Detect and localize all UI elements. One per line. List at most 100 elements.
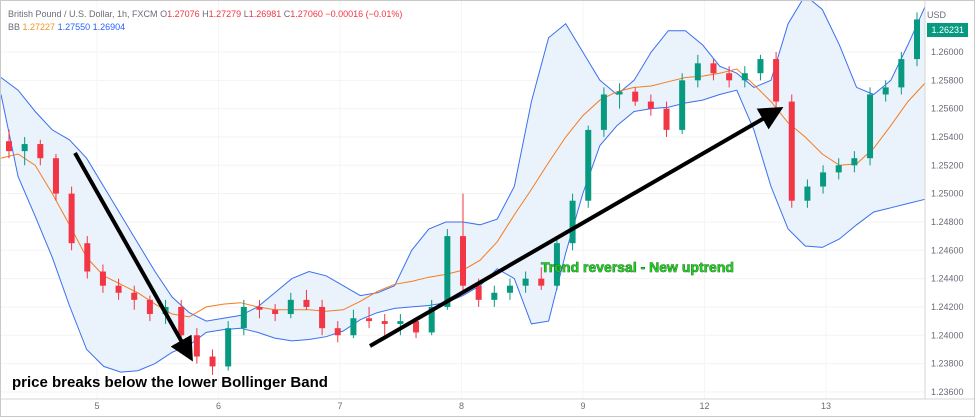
candle-body [726,73,733,81]
time-tick-label: 13 [821,401,831,411]
candle-body [287,299,294,315]
candle-body [898,59,905,88]
candle-body [616,91,623,95]
breakdown-arrow [73,152,193,362]
time-tick-label: 7 [337,401,342,411]
close-value: 1.27060 [290,9,323,19]
uptrend-arrow [368,106,784,348]
candle-body [381,321,388,324]
candle-body [37,144,44,159]
lower-band-line [1,89,926,373]
price-tick-label: 1.25000 [931,189,964,199]
candle-body [867,94,874,159]
price-tick-label: 1.25600 [931,104,964,114]
candle-body [553,243,560,286]
bb-label: BB [8,22,21,32]
bb-basis-value: 1.27227 [22,22,56,32]
candle-body [99,271,106,286]
candle-body [569,200,576,244]
candle-body [914,19,920,60]
candle-body [506,285,513,293]
symbol-name: British Pound / U.S. Dollar, 1h, FXCM [8,9,158,19]
trend-arrows [73,106,784,362]
candle-body [350,318,357,336]
price-tick-label: 1.23800 [931,359,964,369]
symbol-legend: British Pound / U.S. Dollar, 1h, FXCM O1… [8,9,402,19]
candle-body [460,236,466,286]
price-tick-label: 1.25800 [931,75,964,85]
low-label: L [243,9,249,19]
band-fill [1,1,925,373]
candle-body [193,335,200,357]
candle-body [397,321,404,324]
price-tick-label: 1.24800 [931,217,964,227]
high-value: 1.27279 [208,9,242,19]
candle-body [209,356,216,367]
candle-body [694,63,701,81]
candle-body [52,158,59,194]
time-tick-label: 9 [580,401,585,411]
candle-body [21,144,28,152]
candle-body [428,306,435,333]
candle-body [240,306,247,329]
price-tick-label: 1.24200 [931,302,964,312]
candle-body [6,141,12,152]
candle-body [647,101,654,109]
bb-upper-value: 1.27550 [57,22,91,32]
change-value: −0.00016 (−0.01%) [325,9,403,19]
price-tick-label: 1.26000 [931,47,964,57]
currency-label: USD [926,10,946,20]
candle-body [741,73,748,81]
candle-body [679,80,686,130]
candle-body [334,328,341,336]
candle-body [303,299,310,307]
bb-legend: BB 1.27227 1.27550 1.26904 [8,22,125,32]
candle-body [84,243,91,272]
candle-body [600,94,607,130]
low-value: 1.26981 [248,9,282,19]
candle-body [663,108,670,130]
price-tick-label: 1.24600 [931,245,964,255]
open-value: 1.27076 [167,9,200,19]
candle-body [835,165,842,173]
candle-body [366,318,373,322]
candle-body [820,172,827,187]
candle-body [773,59,780,102]
candle-body [272,309,279,315]
candle-body [788,101,795,201]
annotation-trend-reversal: Trend reversal - New uptrend [541,259,734,275]
time-tick-label: 8 [459,401,464,411]
candle-body [256,306,263,310]
high-label: H [202,9,209,19]
candle-body [131,292,138,300]
candle-body [146,299,153,315]
candles [6,12,920,375]
last-price-tag: 1.26231 [927,23,968,37]
candle-body [444,236,451,307]
candle-body [413,321,420,333]
candle-body [585,129,592,201]
candle-body [68,193,75,244]
open-label: O [160,9,168,19]
price-tick-label: 1.24000 [931,330,964,340]
candle-body [522,278,529,286]
candle-body [491,292,498,300]
bollinger-bands [1,1,926,373]
price-tick-label: 1.24400 [931,274,964,284]
candle-body [475,285,482,300]
candle-body [225,328,232,367]
candle-body [319,306,326,329]
candle-body [115,285,122,293]
annotation-breakdown: price breaks below the lower Bollinger B… [12,374,328,391]
time-tick-label: 5 [94,401,99,411]
price-tick-label: 1.25200 [931,160,964,170]
bb-lower-value: 1.26904 [92,22,126,32]
price-tick-label: 1.23600 [931,387,964,397]
candle-body [851,158,858,166]
candle-body [178,306,185,336]
candle-body [804,186,811,201]
annotations: price breaks below the lower Bollinger B… [12,259,734,391]
